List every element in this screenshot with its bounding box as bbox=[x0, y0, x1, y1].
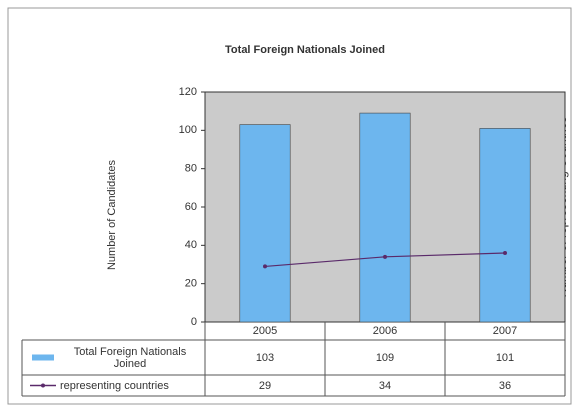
y-tick-label: 0 bbox=[191, 316, 197, 328]
y-tick-label: 60 bbox=[185, 201, 197, 213]
x-tick-label: 2005 bbox=[252, 325, 278, 337]
chart-title: Total Foreign Nationals Joined bbox=[225, 44, 385, 56]
y-tick-label: 120 bbox=[179, 86, 197, 98]
frame bbox=[7, 7, 572, 405]
y-axis-label: Number of Candidates bbox=[106, 159, 118, 270]
line-marker bbox=[383, 254, 387, 259]
table-value: 101 bbox=[495, 351, 515, 364]
bar bbox=[359, 112, 411, 323]
legend-label: representing countries bbox=[60, 379, 169, 392]
table-value: 29 bbox=[258, 379, 272, 392]
y-tick-label: 80 bbox=[185, 163, 197, 175]
y-tick-label: 100 bbox=[179, 124, 197, 136]
y-tick-label: 40 bbox=[185, 239, 197, 251]
bar bbox=[239, 124, 291, 323]
x-tick-label: 2007 bbox=[492, 325, 518, 337]
table-value: 103 bbox=[255, 351, 275, 364]
table-value: 36 bbox=[498, 379, 512, 392]
table-value: 34 bbox=[378, 379, 392, 392]
table-value: 109 bbox=[375, 351, 395, 364]
y-tick-label: 20 bbox=[185, 278, 197, 290]
legend-key bbox=[41, 383, 45, 388]
legend-key bbox=[32, 354, 54, 361]
line-marker bbox=[263, 264, 267, 269]
line-marker bbox=[503, 251, 507, 255]
x-tick-label: 2006 bbox=[372, 325, 398, 337]
bar bbox=[479, 128, 531, 323]
legend-label: Total Foreign Nationals Joined bbox=[73, 345, 187, 370]
